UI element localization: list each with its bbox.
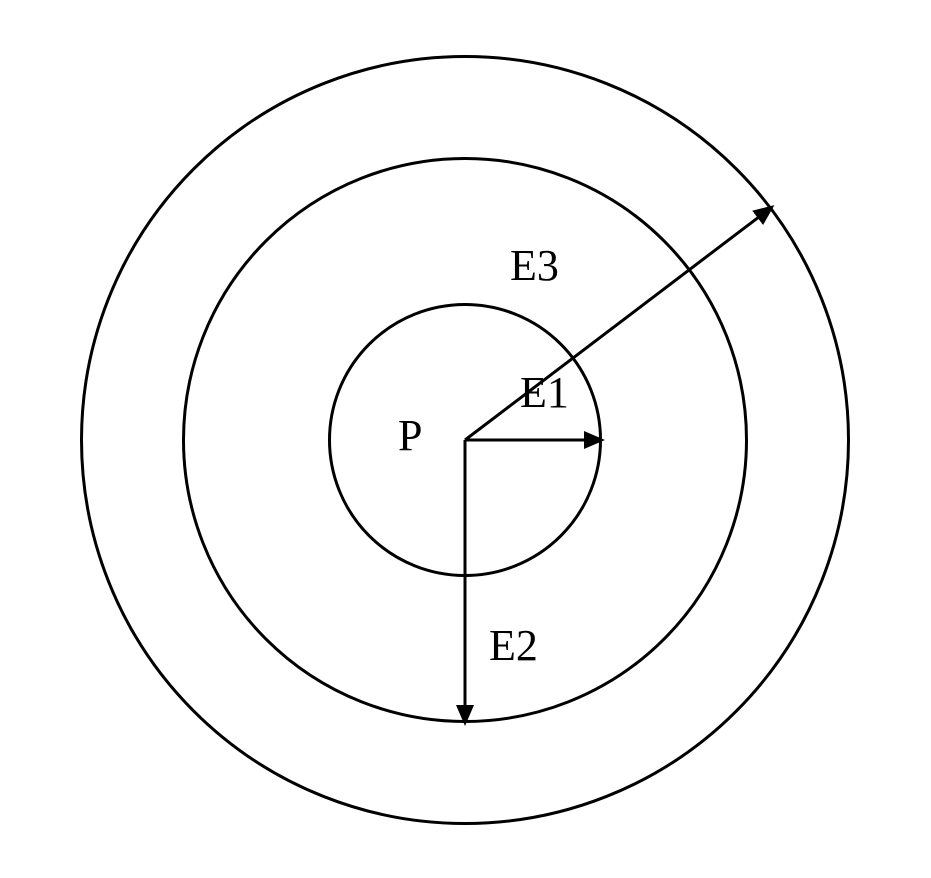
- label-e2: E2: [489, 620, 538, 671]
- concentric-diagram: P E1 E2 E3: [0, 0, 931, 878]
- label-e1: E1: [520, 367, 569, 418]
- arrows-layer: [0, 0, 931, 878]
- label-e3: E3: [510, 240, 559, 291]
- label-p: P: [398, 410, 422, 461]
